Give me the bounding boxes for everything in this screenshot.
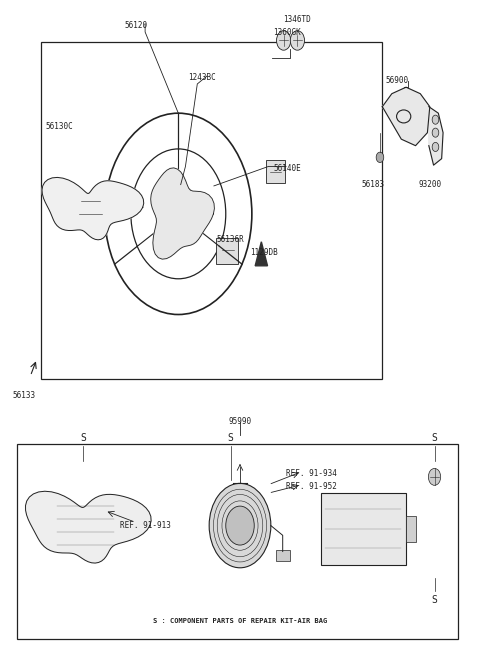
Text: S: S (81, 433, 86, 443)
Circle shape (209, 483, 271, 568)
Text: S: S (432, 433, 437, 443)
Text: 56120: 56120 (124, 21, 147, 30)
Text: 56136R: 56136R (216, 235, 244, 244)
Polygon shape (255, 242, 267, 266)
Circle shape (376, 152, 384, 162)
Text: 56900: 56900 (385, 76, 408, 85)
Text: 1346TD: 1346TD (283, 14, 311, 24)
Circle shape (290, 31, 304, 50)
Polygon shape (429, 107, 443, 165)
Text: 1129DB: 1129DB (250, 248, 277, 257)
Bar (276, 550, 290, 561)
Text: 95990: 95990 (228, 417, 252, 426)
Text: REF. 91-913: REF. 91-913 (120, 521, 170, 530)
Text: 1360GK: 1360GK (274, 28, 301, 37)
Bar (216, 238, 238, 264)
Circle shape (226, 506, 254, 545)
Text: 56183: 56183 (361, 180, 384, 189)
Text: 93200: 93200 (418, 180, 441, 189)
Text: S: S (432, 595, 437, 605)
Circle shape (432, 128, 439, 137)
Text: S : COMPONENT PARTS OF REPAIR KIT-AIR BAG: S : COMPONENT PARTS OF REPAIR KIT-AIR BA… (153, 618, 327, 624)
Bar (321, 493, 406, 565)
Bar (266, 160, 285, 183)
Polygon shape (25, 491, 151, 563)
Bar (17, 444, 458, 639)
Text: 56130C: 56130C (46, 122, 73, 130)
Circle shape (432, 115, 439, 124)
Polygon shape (151, 168, 215, 259)
Text: REF. 91-934: REF. 91-934 (286, 469, 336, 478)
Text: S: S (228, 433, 233, 443)
Bar (406, 516, 417, 542)
Polygon shape (42, 178, 144, 240)
Text: REF. 91-952: REF. 91-952 (286, 482, 336, 491)
Polygon shape (383, 87, 430, 145)
Circle shape (276, 31, 291, 50)
Bar (41, 42, 383, 379)
Text: 56140E: 56140E (274, 164, 301, 173)
Circle shape (432, 142, 439, 151)
Circle shape (428, 468, 441, 485)
Text: 1243BC: 1243BC (188, 73, 216, 82)
Text: 56133: 56133 (12, 391, 36, 400)
